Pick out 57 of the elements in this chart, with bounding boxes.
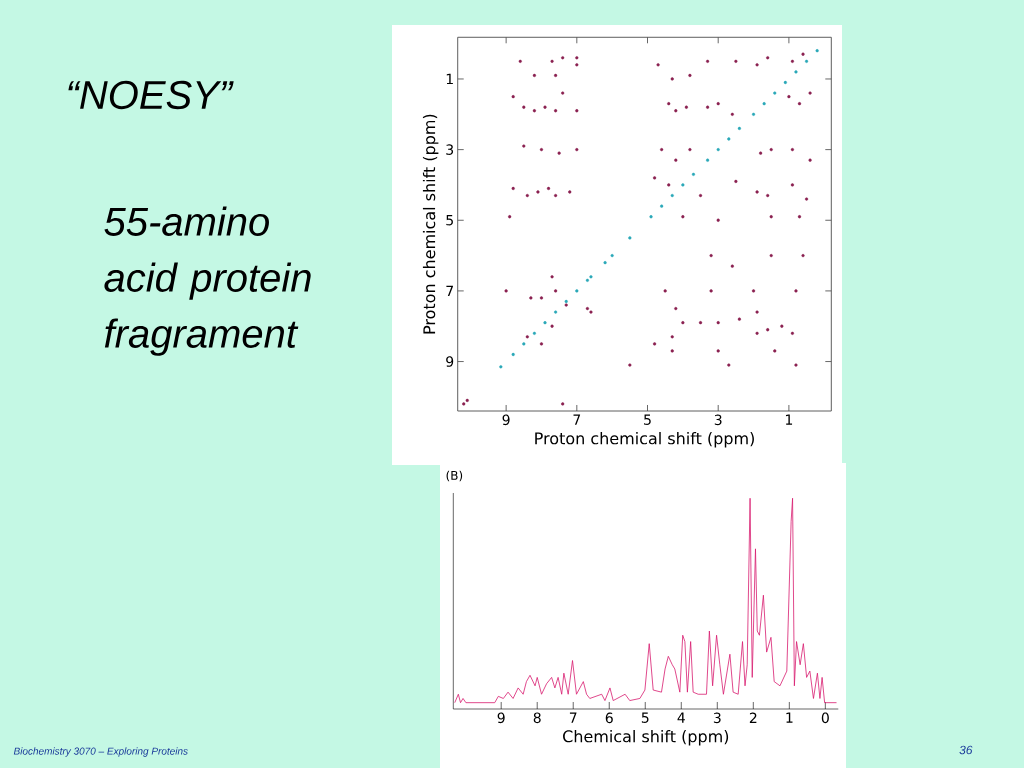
x-tick-label: 5 [641, 712, 649, 723]
point [751, 112, 756, 116]
point [532, 331, 536, 335]
x-tick-label: 2 [749, 712, 757, 723]
x-tick-label: 5 [644, 414, 651, 425]
point [585, 278, 590, 282]
point [564, 299, 568, 304]
text: “NOESY” [68, 80, 234, 110]
point [603, 261, 607, 265]
x-tick-label: 8 [533, 712, 541, 724]
x-tick-label: 4 [677, 712, 685, 723]
point [511, 352, 515, 357]
point [773, 91, 777, 95]
point [628, 236, 632, 240]
point [575, 289, 579, 293]
point [554, 310, 558, 314]
point [681, 183, 685, 187]
point [660, 204, 664, 208]
point [716, 148, 720, 152]
point [783, 80, 787, 85]
x-tick-label: 6 [605, 712, 613, 724]
point [522, 342, 526, 346]
point [804, 59, 809, 63]
x-tick-label: 1 [786, 712, 793, 723]
point [649, 215, 653, 219]
point [727, 137, 731, 141]
point [670, 193, 674, 198]
x-tick-label: 1 [785, 414, 793, 425]
x-tick-label: 9 [502, 414, 510, 426]
x-tick-label: 7 [569, 712, 577, 723]
y-tick-label: 9 [446, 356, 454, 367]
x-tick-label: 3 [714, 414, 722, 426]
x-tick-label: 0 [821, 712, 829, 724]
point [762, 102, 766, 106]
point [737, 126, 742, 131]
text: 36 [959, 745, 973, 755]
y-tick-label: 7 [446, 285, 453, 297]
point [499, 365, 503, 369]
point [691, 172, 696, 176]
x-tick-label: 3 [713, 712, 721, 724]
text: Biochemistry 3070 – Exploring Proteins [13, 747, 188, 757]
point [610, 253, 614, 258]
y-tick-label: 5 [446, 215, 453, 226]
point [706, 158, 710, 162]
point [815, 49, 819, 53]
x-axis-title: Chemical shift (ppm) [563, 729, 729, 746]
y-axis-title: Proton chemical shift (ppm) [422, 114, 439, 334]
text: 55-amino acid protein fragrament [104, 206, 311, 356]
text: (B) [446, 470, 463, 482]
x-axis-title: Proton chemical shift (ppm) [535, 431, 754, 448]
point [589, 275, 593, 279]
y-tick-label: 1 [446, 73, 453, 85]
y-tick-label: 3 [446, 144, 454, 155]
point [543, 321, 547, 325]
x-tick-label: 7 [573, 414, 581, 425]
point [794, 70, 798, 74]
x-tick-label: 9 [497, 712, 505, 724]
